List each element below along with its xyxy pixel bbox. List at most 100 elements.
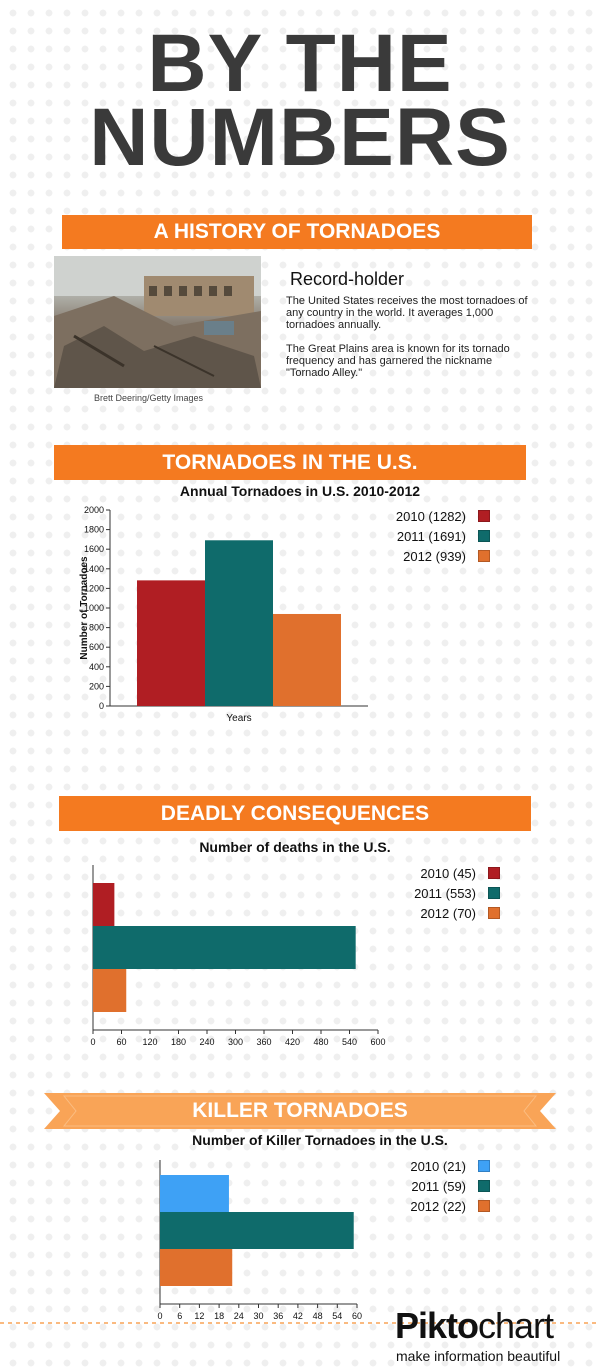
x-tick-label: 48 (313, 1311, 323, 1321)
footer-dashed-line (0, 1322, 600, 1324)
title-line-1: BY THE (147, 18, 453, 109)
bar (93, 969, 127, 1012)
legend-item: 2012 (70) (380, 903, 500, 923)
deaths-chart-title: Number of deaths in the U.S. (199, 839, 391, 855)
x-tick-label: 6 (177, 1311, 182, 1321)
killer-banner-text: KILLER TORNADOES (192, 1099, 408, 1122)
killer-tornadoes-chart: 0 6 12 18 24 30 36 42 48 54 60 (157, 1160, 362, 1321)
x-tick-label: 0 (157, 1311, 162, 1321)
x-tick-label: 600 (370, 1037, 385, 1047)
deaths-legend: 2010 (45) 2011 (553) 2012 (70) (380, 863, 500, 923)
y-tick-label: 1800 (84, 525, 104, 535)
bar (160, 1212, 354, 1249)
bar (160, 1249, 233, 1286)
legend-swatch (478, 510, 490, 522)
legend-label: 2010 (21) (410, 1158, 466, 1174)
y-tick-label: 800 (89, 623, 104, 633)
photo-caption: Brett Deering/Getty Images (94, 393, 204, 403)
legend-label: 2012 (939) (403, 548, 466, 564)
killer-banner: KILLER TORNADOES (44, 1093, 556, 1129)
x-tick-label: 120 (142, 1037, 157, 1047)
x-tick-label: 12 (194, 1311, 204, 1321)
legend-item: 2010 (21) (370, 1156, 490, 1176)
bar (93, 926, 356, 969)
y-tick-label: 1200 (84, 583, 104, 593)
x-tick-label: 18 (214, 1311, 224, 1321)
legend-swatch (478, 1160, 490, 1172)
y-tick-label: 600 (89, 642, 104, 652)
x-tick-label: 480 (313, 1037, 328, 1047)
killer-chart-title: Number of Killer Tornadoes in the U.S. (192, 1132, 448, 1148)
legend-swatch (488, 887, 500, 899)
legend-label: 2011 (553) (414, 885, 476, 901)
bar (205, 540, 273, 706)
history-banner: A HISTORY OF TORNADOES (62, 215, 532, 249)
legend-label: 2011 (1691) (396, 528, 466, 544)
piktochart-tagline: make information beautiful (396, 1348, 561, 1364)
tornado-damage-photo (54, 256, 261, 388)
legend-swatch (488, 907, 500, 919)
deaths-chart: 0 60 120 180 240 300 360 420 480 540 600 (90, 865, 386, 1047)
y-tick-label: 2000 (84, 505, 104, 515)
y-axis-label: Number of Tornadoes (79, 556, 90, 660)
bar (137, 580, 205, 706)
annual-chart-title: Annual Tornadoes in U.S. 2010-2012 (179, 483, 421, 499)
piktochart-logo[interactable]: Piktochart (395, 1305, 554, 1347)
y-tick-label: 1000 (84, 603, 104, 613)
record-holder-paragraph-2: The Great Plains area is known for its t… (286, 343, 510, 379)
x-tick-label: 240 (199, 1037, 214, 1047)
x-tick-label: 300 (228, 1037, 243, 1047)
x-tick-label: 60 (116, 1037, 126, 1047)
bar (93, 883, 115, 926)
legend-label: 2012 (70) (420, 905, 476, 921)
record-holder-paragraph-1: The United States receives the most torn… (286, 295, 528, 331)
us-banner-text: TORNADOES IN THE U.S. (162, 451, 418, 474)
annual-tornadoes-chart: 0 200 400 600 800 1000 1200 1400 1600 1800 2000 Yea… (79, 505, 368, 724)
y-tick-label: 1400 (84, 564, 104, 574)
y-tick-label: 200 (89, 681, 104, 691)
annual-legend: 2010 (1282) 2011 (1691) 2012 (939) (360, 506, 490, 566)
x-tick-label: 36 (273, 1311, 283, 1321)
logo-part-1: Pikto (395, 1305, 479, 1346)
legend-item: 2011 (59) (370, 1176, 490, 1196)
x-tick-label: 54 (332, 1311, 342, 1321)
x-tick-label: 360 (256, 1037, 271, 1047)
legend-label: 2012 (22) (410, 1198, 466, 1214)
legend-item: 2010 (1282) (360, 506, 490, 526)
record-holder-heading: Record-holder (290, 269, 405, 289)
deadly-banner: DEADLY CONSEQUENCES (59, 796, 531, 831)
legend-item: 2011 (1691) (360, 526, 490, 546)
legend-swatch (488, 867, 500, 879)
x-tick-label: 0 (90, 1037, 95, 1047)
bar (160, 1175, 229, 1212)
legend-item: 2012 (22) (370, 1196, 490, 1216)
legend-label: 2011 (59) (411, 1178, 466, 1194)
x-tick-label: 60 (352, 1311, 362, 1321)
legend-label: 2010 (1282) (395, 508, 466, 524)
legend-swatch (478, 1180, 490, 1192)
us-banner: TORNADOES IN THE U.S. (54, 445, 526, 480)
legend-swatch (478, 550, 490, 562)
x-tick-label: 24 (234, 1311, 244, 1321)
legend-label: 2010 (45) (420, 865, 476, 881)
x-tick-label: 42 (293, 1311, 303, 1321)
killer-legend: 2010 (21) 2011 (59) 2012 (22) (370, 1156, 490, 1216)
legend-swatch (478, 530, 490, 542)
legend-item: 2011 (553) (380, 883, 500, 903)
bar (273, 613, 341, 706)
legend-item: 2012 (939) (360, 546, 490, 566)
deadly-banner-text: DEADLY CONSEQUENCES (160, 802, 430, 825)
y-tick-label: 1600 (84, 544, 104, 554)
y-tick-label: 400 (89, 662, 104, 672)
x-tick-label: 180 (171, 1037, 186, 1047)
title-line-2: NUMBERS (89, 92, 511, 183)
legend-swatch (478, 1200, 490, 1212)
y-tick-label: 0 (99, 701, 104, 711)
history-banner-text: A HISTORY OF TORNADOES (153, 220, 441, 243)
x-axis-label: Years (226, 713, 251, 724)
x-tick-label: 420 (285, 1037, 300, 1047)
legend-item: 2010 (45) (380, 863, 500, 883)
killer-banner-ribbon (44, 1093, 556, 1129)
x-tick-label: 540 (342, 1037, 357, 1047)
x-tick-label: 30 (253, 1311, 263, 1321)
